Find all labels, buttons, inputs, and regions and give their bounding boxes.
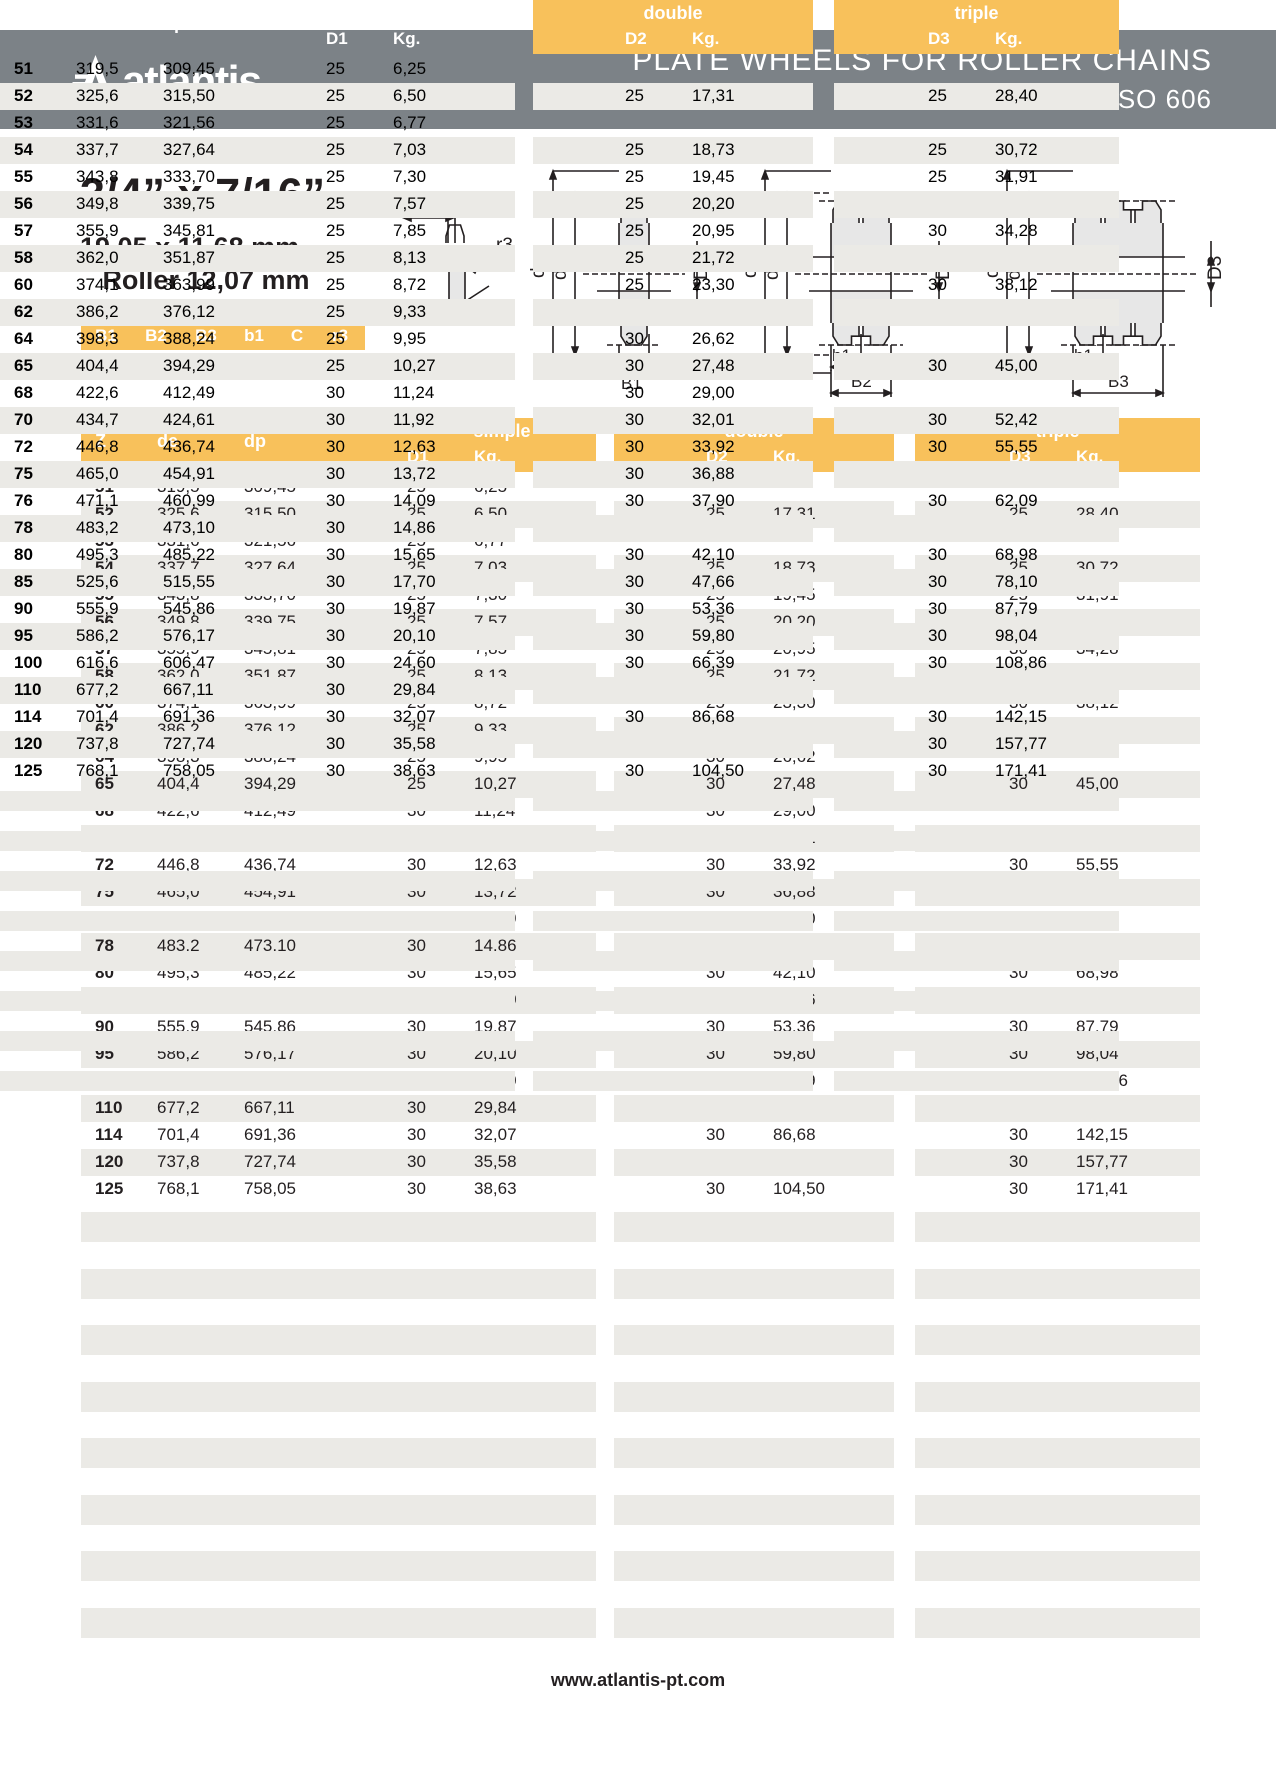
svg-text:D3: D3 (1205, 256, 1226, 280)
